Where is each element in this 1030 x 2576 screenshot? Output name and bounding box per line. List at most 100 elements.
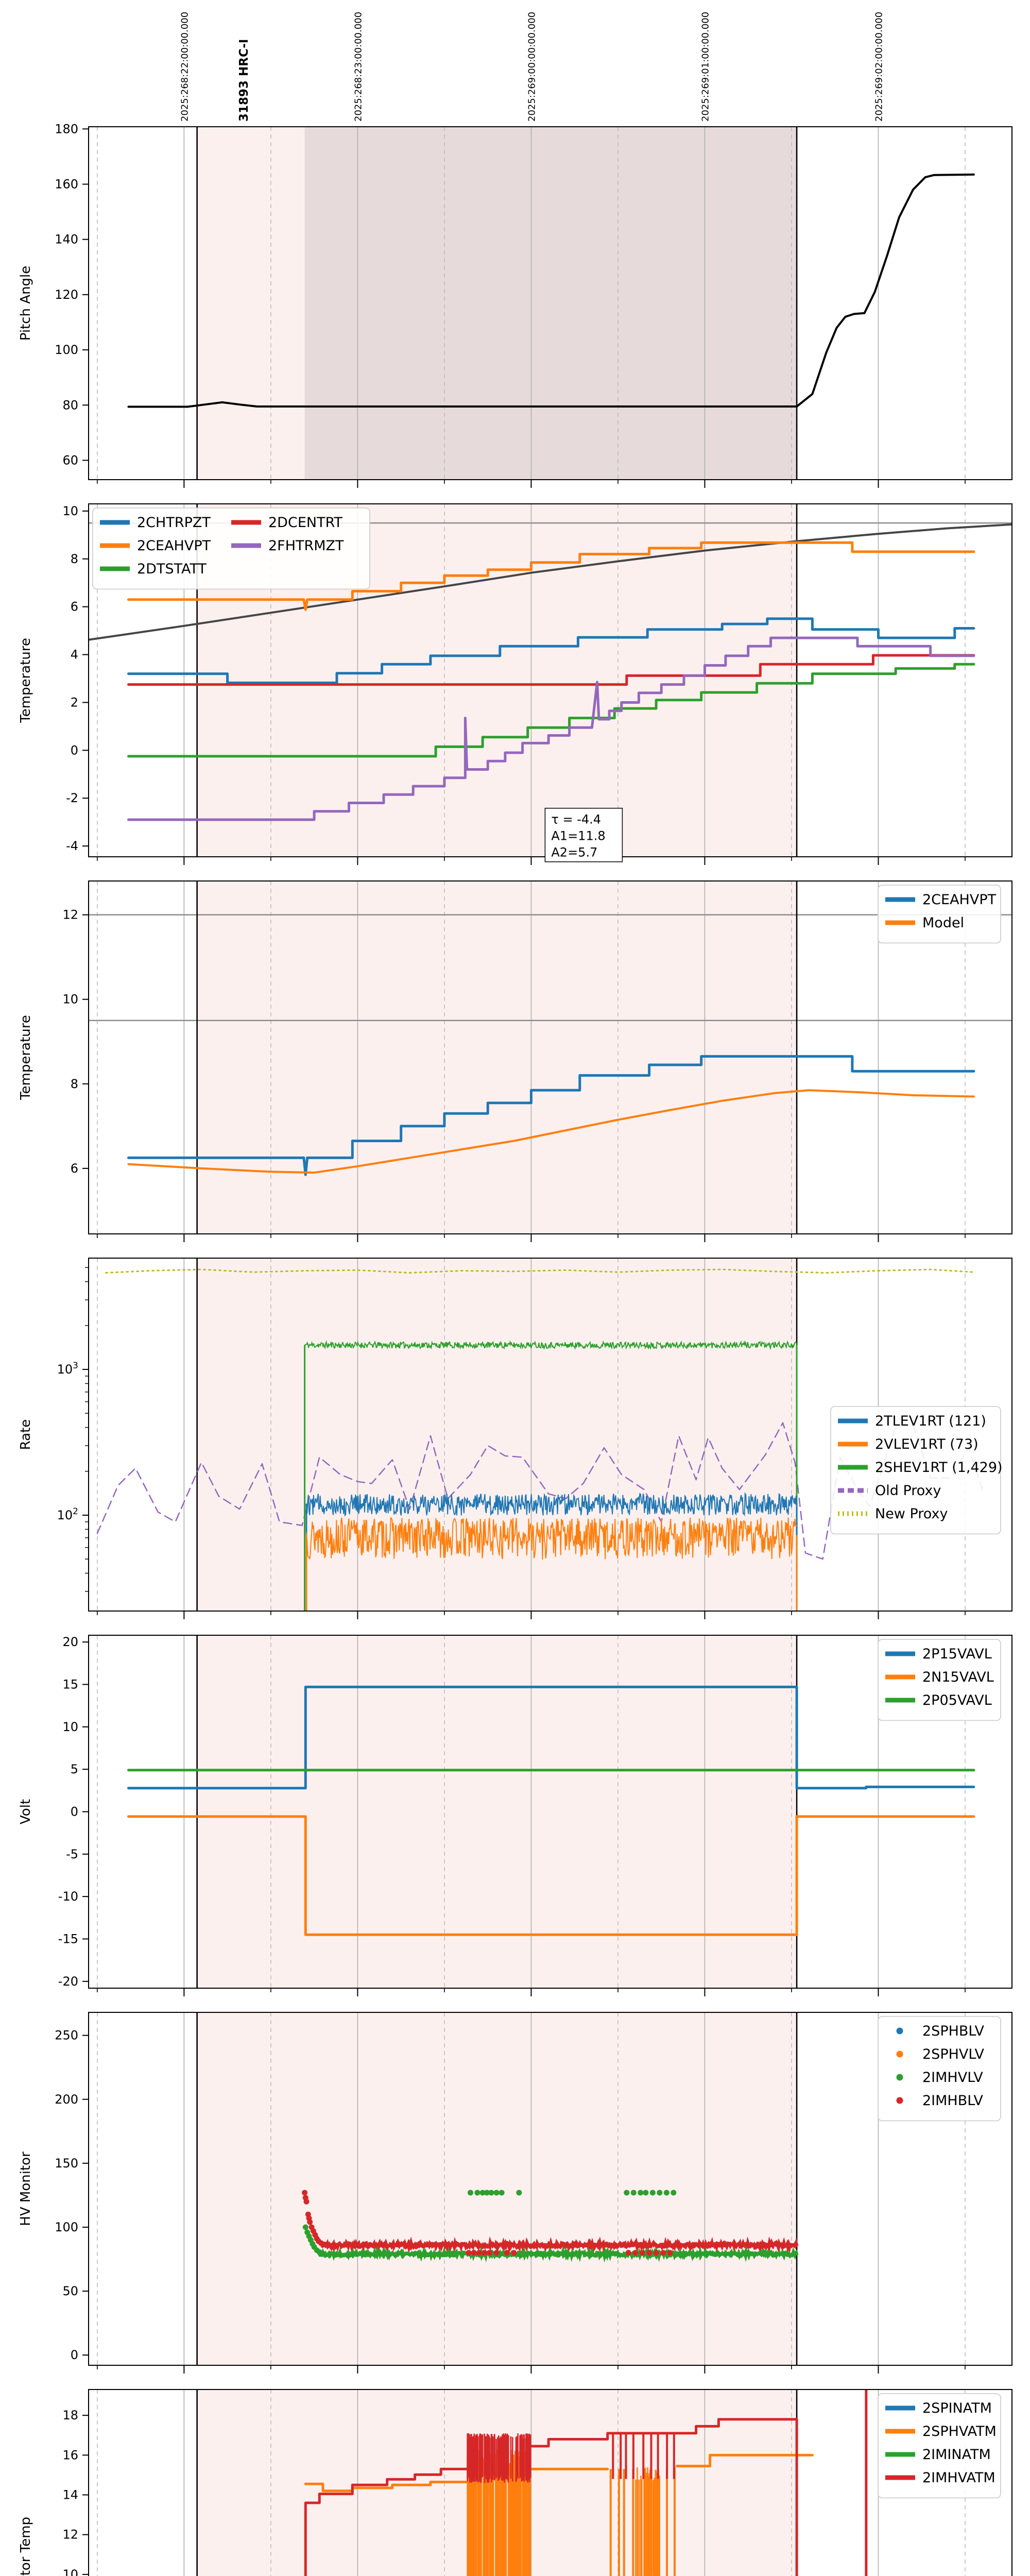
y-tick-label: 120 bbox=[55, 287, 78, 302]
series-2CEAHVPT bbox=[127, 1055, 975, 1176]
legend: 2SPHBLV 2SPHVLV 2IMHVLV 2IMHBLV bbox=[878, 2016, 1001, 2122]
legend-item-label: 2P05VAVL bbox=[922, 1692, 992, 1708]
axes-spines bbox=[88, 2389, 1012, 2576]
series-2IMHVATM-spk bbox=[612, 2433, 675, 2479]
series-2SPHVATM-spk bbox=[609, 2469, 634, 2576]
series bbox=[302, 2190, 799, 2263]
y-tick-label: 4 bbox=[71, 648, 78, 662]
series bbox=[304, 2389, 868, 2576]
plot-dettemp: 24681012141618Detector Temp2SPINATM2SPHV… bbox=[18, 2389, 1012, 2576]
y-tick-label: -15 bbox=[58, 1931, 78, 1946]
y-axis-label: HV Monitor bbox=[18, 2151, 33, 2226]
legend-item-label: 2TLEV1RT (121) bbox=[875, 1413, 986, 1429]
series bbox=[127, 173, 975, 408]
y-tick-label: 12 bbox=[62, 908, 78, 922]
y-tick-label: -4 bbox=[66, 839, 78, 853]
y-tick-label: 0 bbox=[71, 2348, 78, 2362]
y-tick-label: 140 bbox=[55, 232, 78, 247]
y-tick-label: 16 bbox=[62, 2448, 78, 2462]
y-tick-label: 0 bbox=[71, 1805, 78, 1819]
y-tick-label: 2 bbox=[71, 695, 78, 709]
legend-item-label: 2IMHVATM bbox=[922, 2470, 995, 2486]
legend-item-label: 2IMINATM bbox=[922, 2447, 991, 2463]
axes-spines bbox=[88, 2012, 1012, 2366]
top-time-label: 2025:268:22:00:00.000 bbox=[179, 12, 190, 122]
obsid-label: 31893 HRC-I bbox=[237, 39, 251, 122]
legend-item-label: 2CEAHVPT bbox=[922, 892, 997, 908]
y-tick-label: 8 bbox=[71, 1077, 78, 1091]
annotation-line: A1=11.8 bbox=[551, 829, 605, 843]
series-2CHTRPZT bbox=[127, 617, 975, 684]
x-axis bbox=[97, 1234, 966, 1242]
series-2IMHVLV-ramp bbox=[302, 2224, 322, 2255]
series-2IMHVLV-band bbox=[318, 2246, 799, 2263]
legend: 2CHTRPZT 2CEAHVPT 2DTSTATT 2DCENTRT 2FHTRMZT bbox=[92, 507, 370, 590]
series-2SPHVATM-a bbox=[304, 2481, 469, 2493]
plot-pitch: 60 80 100 120 140 160 180 Pitch Angle bbox=[18, 122, 1012, 488]
y-tick-label: 6 bbox=[71, 1161, 78, 1176]
y-axis: 0 50 100 150 200 250 HV Monitor bbox=[18, 2028, 89, 2362]
legend-item-label: 2VLEV1RT (73) bbox=[875, 1436, 978, 1452]
series-2SPHVATM-spk2 bbox=[666, 2467, 676, 2576]
top-time-label: 2025:268:23:00:00.000 bbox=[353, 12, 364, 122]
x-axis bbox=[97, 1988, 966, 1996]
legend: 2TLEV1RT (121) 2VLEV1RT (73) 2SHEV1RT (1,4… bbox=[830, 1406, 1003, 1535]
y-tick-label: 20 bbox=[62, 1635, 78, 1649]
series-2IMHVLV-high bbox=[467, 2190, 677, 2196]
series bbox=[127, 1055, 975, 1176]
y-tick-label: -10 bbox=[58, 1889, 78, 1904]
axes-spines bbox=[88, 880, 1012, 1234]
y-tick-label: 5 bbox=[71, 1762, 78, 1776]
legend: 2P15VAVL 2N15VAVL 2P05VAVL bbox=[878, 1639, 1001, 1721]
legend-item-label: 2SPINATM bbox=[922, 2400, 992, 2416]
series-2IMHBLV-band bbox=[320, 2236, 799, 2254]
shaded-regions bbox=[197, 127, 797, 480]
y-tick-label: -2 bbox=[66, 791, 78, 805]
time-gridlines bbox=[97, 127, 966, 480]
axes-spines bbox=[88, 1258, 1012, 1612]
legend-item-label: 2DTSTATT bbox=[137, 561, 207, 577]
series-Model bbox=[127, 1089, 975, 1174]
shaded-regions bbox=[197, 881, 797, 1234]
series-2FHTRMZT bbox=[127, 636, 975, 821]
y-tick-label: -5 bbox=[66, 1847, 78, 1861]
y-tick-label: 102 bbox=[57, 1506, 78, 1522]
y-tick-label: 14 bbox=[62, 2488, 78, 2502]
legend-item-label: 2CEAHVPT bbox=[137, 538, 211, 554]
fit-annotation: τ = -4.4 A1=11.8 A2=5.7 bbox=[544, 807, 623, 862]
series-2DTSTATT bbox=[127, 663, 975, 758]
series-2DCENTRT bbox=[127, 654, 975, 686]
y-axis-label: Detector Temp bbox=[18, 2517, 33, 2576]
plot-volt: -20-15-10-505101520Volt2P15VAVL2N15VAVL2… bbox=[18, 1635, 1012, 1996]
y-axis: 24681012141618Detector Temp bbox=[18, 2408, 89, 2576]
legend-item-label: 2SPHVATM bbox=[922, 2424, 997, 2439]
y-tick-label: 10 bbox=[62, 504, 78, 518]
legend: 2CEAHVPT Model bbox=[878, 885, 1001, 944]
series-New Proxy bbox=[105, 1268, 975, 1274]
y-axis-label: Temperature bbox=[18, 638, 33, 723]
legend-item-label: Old Proxy bbox=[875, 1483, 941, 1499]
top-time-label: 2025:269:01:00:00.000 bbox=[700, 12, 711, 122]
y-tick-label: 103 bbox=[57, 1361, 78, 1377]
y-tick-label: 100 bbox=[55, 2220, 78, 2234]
y-tick-label: 150 bbox=[55, 2156, 78, 2171]
plot-rate: 102 103 Rate 2TLEV1RT (121) 2VLEV1RT (73) 2SH… bbox=[18, 1258, 1012, 1619]
y-tick-label: 6 bbox=[71, 600, 78, 614]
series-model-line bbox=[89, 523, 1012, 641]
y-axis: 6 8 10 12 Temperature bbox=[18, 908, 89, 1176]
plot-cea-model: 6 8 10 12 Temperature 2CEAHVPT Model bbox=[18, 880, 1012, 1242]
y-tick-label: 60 bbox=[62, 453, 78, 467]
legend-item-label: 2IMHBLV bbox=[922, 2093, 983, 2109]
time-gridlines bbox=[97, 2012, 966, 2365]
y-tick-label: 8 bbox=[71, 552, 78, 566]
axes-spines bbox=[88, 126, 1012, 480]
shaded-regions bbox=[197, 2012, 797, 2365]
legend-item-label: 2FHTRMZT bbox=[268, 538, 344, 554]
plot-temps: -4 -2 0 2 4 6 8 10 Temperature τ = -4.4 A1=11.8 A2=… bbox=[18, 503, 1012, 865]
series-2N15VAVL bbox=[127, 1815, 975, 1936]
series-2CEAHVPT bbox=[127, 541, 975, 611]
y-tick-label: 160 bbox=[55, 177, 78, 191]
